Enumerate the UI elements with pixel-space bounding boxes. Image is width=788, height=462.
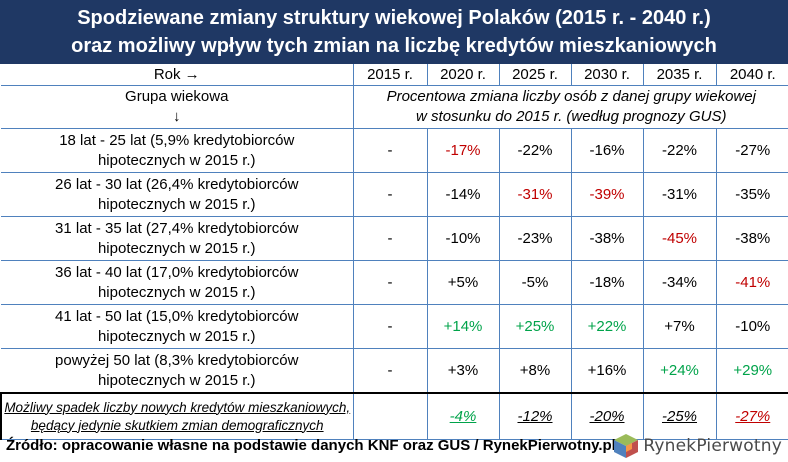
title-banner: Spodziewane zmiany struktury wiekowej Po…: [0, 0, 788, 64]
grupa-label-cell: Grupa wiekowa ↓: [1, 85, 354, 129]
age-group-label-line: 18 lat - 25 lat (5,9% kredytobiorców: [59, 131, 295, 149]
value-cell: +25%: [499, 304, 572, 349]
year-header: 2025 r.: [499, 64, 572, 86]
table-subtitle: Procentowa zmiana liczby osób z danej gr…: [353, 85, 788, 129]
value-cell: -18%: [571, 260, 644, 305]
value-cell: -22%: [499, 128, 572, 173]
cube-logo-icon: [614, 434, 639, 458]
table-row: 41 lat - 50 lat (15,0% kredytobiorców hip…: [1, 304, 788, 349]
year-header: 2030 r.: [571, 64, 644, 86]
logo-wordmark: RynekPierwotny: [643, 436, 782, 456]
value-cell: -41%: [716, 260, 788, 305]
table-row: 18 lat - 25 lat (5,9% kredytobiorców hipo…: [1, 128, 788, 173]
age-group-label-line: powyżej 50 lat (8,3% kredytobiorców: [55, 351, 299, 369]
data-table: Rok → 2015 r. 2020 r. 2025 r. 2030 r. 20…: [0, 64, 788, 440]
year-header: 2035 r.: [643, 64, 717, 86]
value-cell: -35%: [716, 172, 788, 217]
value-cell: +3%: [427, 348, 500, 394]
value-cell: -: [353, 348, 428, 394]
age-group-label-line: 36 lat - 40 lat (17,0% kredytobiorców: [55, 263, 299, 281]
age-group-label: 26 lat - 30 lat (26,4% kredytobiorców hip…: [1, 172, 354, 217]
value-cell: -16%: [571, 128, 644, 173]
age-group-label: 18 lat - 25 lat (5,9% kredytobiorców hipo…: [1, 128, 354, 173]
value-cell: -31%: [643, 172, 717, 217]
age-group-label-line: hipotecznych w 2015 r.): [97, 195, 256, 213]
footer: Źródło: opracowanie własne na podstawie …: [0, 430, 788, 462]
year-header: 2015 r.: [353, 64, 428, 86]
value-cell: -38%: [716, 216, 788, 261]
loss-value-cell: -20%: [571, 392, 644, 440]
subtitle-line-2: w stosunku do 2015 r. (według prognozy G…: [416, 108, 727, 125]
title-line-2: oraz możliwy wpływ tych zmian na liczbę …: [71, 35, 717, 57]
title-line-1: Spodziewane zmiany struktury wiekowej Po…: [77, 7, 711, 29]
subtitle-line-1: Procentowa zmiana liczby osób z danej gr…: [386, 88, 756, 105]
age-group-label: powyżej 50 lat (8,3% kredytobiorców hipot…: [1, 348, 354, 394]
year-header: 2040 r.: [716, 64, 788, 86]
value-cell: -22%: [643, 128, 717, 173]
age-group-label-line: hipotecznych w 2015 r.): [97, 371, 256, 389]
table-row: 26 lat - 30 lat (26,4% kredytobiorców hip…: [1, 172, 788, 217]
value-cell: -5%: [499, 260, 572, 305]
age-group-label-line: hipotecznych w 2015 r.): [97, 327, 256, 345]
loss-value-cell: -4%: [427, 392, 500, 440]
value-cell: +5%: [427, 260, 500, 305]
value-cell: +29%: [716, 348, 788, 394]
value-cell: +7%: [643, 304, 717, 349]
age-group-label: 36 lat - 40 lat (17,0% kredytobiorców hip…: [1, 260, 354, 305]
table-row: 36 lat - 40 lat (17,0% kredytobiorców hip…: [1, 260, 788, 305]
brand-logo: RynekPierwotny: [613, 432, 782, 460]
table-row: powyżej 50 lat (8,3% kredytobiorców hipot…: [1, 348, 788, 394]
value-cell: -39%: [571, 172, 644, 217]
value-cell: +16%: [571, 348, 644, 394]
loss-value-cell: -25%: [643, 392, 717, 440]
grupa-label: Grupa wiekowa: [125, 88, 229, 105]
value-cell: -: [353, 128, 428, 173]
value-cell: -: [353, 260, 428, 305]
value-cell: -38%: [571, 216, 644, 261]
loss-value-cell: -27%: [716, 392, 788, 440]
value-cell: +22%: [571, 304, 644, 349]
value-cell: -23%: [499, 216, 572, 261]
loss-label-line: Możliwy spadek liczby nowych kredytów mi…: [4, 399, 351, 415]
value-cell: -17%: [427, 128, 500, 173]
value-cell: +24%: [643, 348, 717, 394]
subheader-row: Grupa wiekowa ↓ Procentowa zmiana liczby…: [1, 85, 788, 129]
down-arrow-icon: ↓: [173, 108, 181, 125]
value-cell: -31%: [499, 172, 572, 217]
table-row: 31 lat - 35 lat (27,4% kredytobiorców hip…: [1, 216, 788, 261]
value-cell: -: [353, 216, 428, 261]
age-group-label-line: 26 lat - 30 lat (26,4% kredytobiorców: [55, 175, 299, 193]
age-group-label-line: hipotecznych w 2015 r.): [97, 283, 256, 301]
loss-label: Możliwy spadek liczby nowych kredytów mi…: [0, 392, 354, 440]
value-cell: -27%: [716, 128, 788, 173]
age-group-label-line: hipotecznych w 2015 r.): [97, 151, 256, 169]
value-cell: -: [353, 172, 428, 217]
value-cell: -45%: [643, 216, 717, 261]
age-group-label-line: 41 lat - 50 lat (15,0% kredytobiorców: [55, 307, 299, 325]
age-group-label: 31 lat - 35 lat (27,4% kredytobiorców hip…: [1, 216, 354, 261]
loss-value-cell: -12%: [499, 392, 572, 440]
value-cell: +8%: [499, 348, 572, 394]
loss-row: Możliwy spadek liczby nowych kredytów mi…: [0, 392, 788, 440]
value-cell: -10%: [716, 304, 788, 349]
value-cell: -34%: [643, 260, 717, 305]
rok-label: Rok →: [1, 64, 354, 86]
age-group-label-line: 31 lat - 35 lat (27,4% kredytobiorców: [55, 219, 299, 237]
source-text: Źródło: opracowanie własne na podstawie …: [6, 437, 616, 454]
age-group-label: 41 lat - 50 lat (15,0% kredytobiorców hip…: [1, 304, 354, 349]
loss-label-line: będący jedynie skutkiem zmian demografic…: [30, 417, 324, 433]
value-cell: -10%: [427, 216, 500, 261]
value-cell: -14%: [427, 172, 500, 217]
loss-value-cell: [353, 392, 428, 440]
value-cell: +14%: [427, 304, 500, 349]
age-group-label-line: hipotecznych w 2015 r.): [97, 239, 256, 257]
year-header: 2020 r.: [427, 64, 500, 86]
header-row: Rok → 2015 r. 2020 r. 2025 r. 2030 r. 20…: [1, 64, 788, 86]
value-cell: -: [353, 304, 428, 349]
